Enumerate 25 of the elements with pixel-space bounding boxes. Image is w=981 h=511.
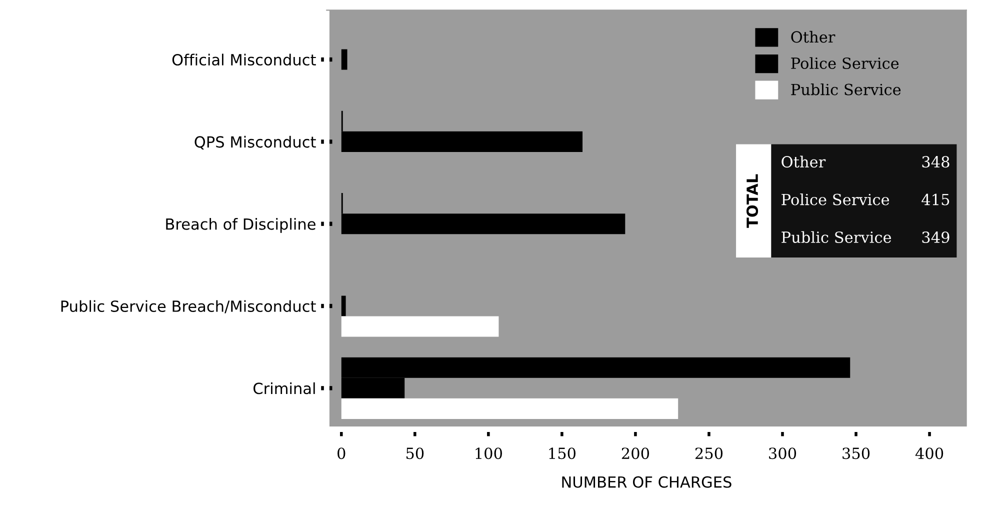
x-tick-label: 150 — [549, 448, 576, 460]
annotation: Other — [782, 156, 826, 168]
x-tick-label: 0 — [338, 448, 346, 460]
x-tick-label: 250 — [695, 448, 723, 460]
x-tick-label: 50 — [406, 448, 424, 460]
y-tick-label: Official Misconduct — [172, 54, 316, 66]
x-tick-label: 400 — [915, 448, 944, 460]
legend-label: Police Service — [791, 57, 899, 70]
x-axis-title: NUMBER OF CHARGES — [562, 476, 732, 488]
annotation: Police Service — [782, 193, 890, 206]
annotation: 415 — [922, 194, 950, 206]
y-tick-label: Breach of Discipline — [166, 218, 316, 233]
x-tick-label: 200 — [622, 448, 650, 460]
annotation: TOTAL — [746, 174, 758, 228]
y-tick-label: QPS Misconduct — [194, 136, 316, 150]
y-tick-label: Public Service Breach/Misconduct — [61, 300, 316, 314]
x-tick-label: 300 — [769, 448, 796, 460]
x-tick-label: 100 — [476, 448, 502, 460]
y-tick-label: Criminal — [254, 382, 315, 394]
annotation: Public Service — [782, 231, 892, 244]
annotation: 349 — [922, 231, 950, 244]
annotation: 348 — [922, 156, 950, 168]
legend-label: Public Service — [791, 83, 901, 96]
x-tick-label: 350 — [842, 448, 870, 460]
legend-label: Other — [791, 30, 836, 43]
